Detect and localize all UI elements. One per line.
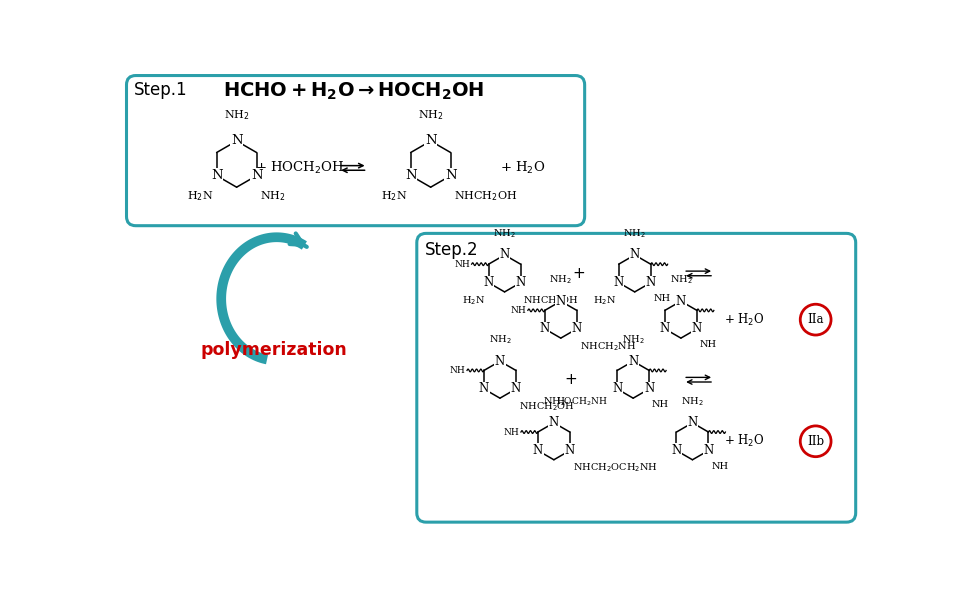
Text: H$_2$N: H$_2$N	[462, 294, 485, 307]
Text: NH$_2$: NH$_2$	[549, 273, 572, 286]
Text: NH$_2$: NH$_2$	[259, 190, 285, 203]
FancyBboxPatch shape	[127, 76, 584, 226]
Text: N: N	[539, 322, 550, 335]
Text: N: N	[515, 276, 525, 289]
Text: N: N	[251, 169, 262, 182]
Text: NH$_2$: NH$_2$	[493, 227, 515, 240]
Text: H$_2$N: H$_2$N	[186, 190, 213, 203]
Text: NH$_2$: NH$_2$	[224, 108, 249, 122]
Text: NH: NH	[652, 400, 668, 409]
Text: NH: NH	[653, 294, 670, 303]
Text: NHCH$_2$OCH$_2$NH: NHCH$_2$OCH$_2$NH	[572, 462, 657, 475]
Text: N: N	[645, 276, 655, 289]
Text: N: N	[659, 322, 669, 335]
Text: N: N	[675, 295, 685, 308]
Text: IIa: IIa	[806, 313, 823, 326]
Text: N: N	[686, 416, 697, 429]
Text: NHCH$_2$OH: NHCH$_2$OH	[523, 294, 579, 307]
Text: Step.2: Step.2	[424, 241, 478, 259]
Text: H$_2$N: H$_2$N	[592, 294, 615, 307]
Text: NH: NH	[454, 259, 470, 269]
Text: N: N	[510, 382, 521, 395]
Text: N: N	[479, 382, 488, 395]
Text: N: N	[555, 295, 565, 308]
Text: N: N	[564, 444, 575, 457]
Text: NH$_2$: NH$_2$	[542, 395, 565, 408]
Text: N: N	[702, 444, 713, 457]
Text: N: N	[611, 382, 622, 395]
Text: NH: NH	[710, 462, 727, 470]
Text: NH$_2$: NH$_2$	[621, 333, 644, 346]
Text: NHCH$_2$NH: NHCH$_2$NH	[579, 340, 635, 353]
Text: Step.1: Step.1	[134, 81, 186, 99]
Text: N: N	[499, 248, 509, 261]
Text: N: N	[483, 276, 493, 289]
Text: NH: NH	[699, 340, 716, 349]
FancyBboxPatch shape	[416, 233, 854, 522]
Text: N: N	[628, 355, 638, 368]
Text: NH$_2$: NH$_2$	[488, 333, 510, 346]
Text: N: N	[548, 416, 558, 429]
Text: NH: NH	[510, 306, 526, 315]
Text: H$_2$N: H$_2$N	[381, 190, 407, 203]
Text: polymerization: polymerization	[201, 342, 347, 359]
Text: $\mathbf{HCHO + H_2O \rightarrow HOCH_2OH}$: $\mathbf{HCHO + H_2O \rightarrow HOCH_2O…	[223, 80, 483, 102]
Text: $+$ H$_2$O: $+$ H$_2$O	[723, 433, 764, 449]
Text: NH: NH	[504, 427, 519, 437]
Text: N: N	[210, 169, 222, 182]
Text: NHCH$_2$OH: NHCH$_2$OH	[454, 190, 517, 203]
Text: NH$_2$: NH$_2$	[623, 227, 646, 240]
Text: N: N	[444, 169, 456, 182]
Text: NH$_2$: NH$_2$	[669, 273, 692, 286]
Text: N: N	[494, 355, 505, 368]
Text: N: N	[231, 135, 242, 148]
Text: N: N	[571, 322, 581, 335]
Text: $+$ H$_2$O: $+$ H$_2$O	[723, 311, 764, 327]
Text: N: N	[643, 382, 653, 395]
Text: IIb: IIb	[806, 435, 824, 448]
Text: HOCH$_2$NH: HOCH$_2$NH	[555, 395, 607, 408]
Text: N: N	[532, 444, 542, 457]
Text: N: N	[405, 169, 416, 182]
Text: NH$_2$: NH$_2$	[417, 108, 443, 122]
Text: N: N	[671, 444, 680, 457]
Text: N: N	[691, 322, 702, 335]
Text: N: N	[425, 135, 436, 148]
Text: $+$ HOCH$_2$OH: $+$ HOCH$_2$OH	[255, 160, 344, 176]
Text: +: +	[572, 266, 584, 281]
Text: N: N	[628, 248, 639, 261]
Text: NHCH$_2$OH: NHCH$_2$OH	[518, 400, 574, 413]
Text: +: +	[564, 372, 577, 387]
Text: $+$ H$_2$O: $+$ H$_2$O	[500, 160, 545, 176]
Text: NH: NH	[449, 366, 465, 375]
Text: NH$_2$: NH$_2$	[680, 395, 703, 408]
Text: N: N	[613, 276, 623, 289]
